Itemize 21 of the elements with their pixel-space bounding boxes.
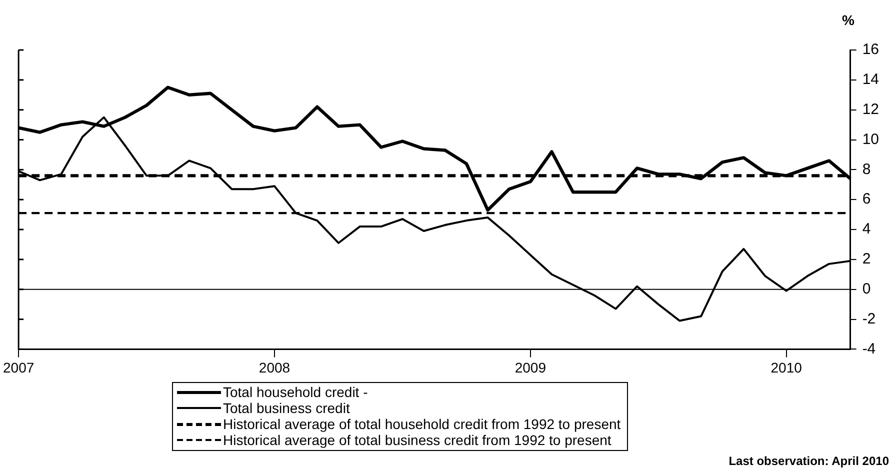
y-tick-label: -4 bbox=[862, 340, 876, 358]
legend-label: Historical average of total household credit from 1992 to present bbox=[223, 416, 621, 432]
x-tick-label: 2010 bbox=[770, 359, 802, 376]
y-tick-label: 0 bbox=[862, 280, 871, 298]
legend-label: Total business credit bbox=[223, 400, 350, 416]
x-tick-label: 2007 bbox=[2, 359, 34, 376]
y-tick-label: -2 bbox=[862, 310, 876, 328]
legend-label: Total household credit - bbox=[223, 384, 368, 400]
text: Last observation: April 2010 bbox=[728, 454, 889, 468]
legend-label: Historical average of total business credit from 1992 to present bbox=[223, 432, 612, 448]
y-tick-label: 16 bbox=[862, 41, 880, 58]
x-tick-label: 2009 bbox=[514, 359, 546, 376]
x-tick-label: 2008 bbox=[258, 359, 290, 376]
y-tick-label: 10 bbox=[862, 130, 880, 148]
y-axis-title: % bbox=[842, 12, 854, 28]
y-tick-label: 12 bbox=[862, 100, 880, 118]
y-tick-label: 6 bbox=[862, 190, 871, 208]
y-tick-label: 8 bbox=[862, 160, 871, 178]
y-tick-label: 4 bbox=[862, 220, 871, 238]
y-tick-label: 14 bbox=[862, 71, 880, 88]
y-tick-label: 2 bbox=[862, 250, 871, 268]
